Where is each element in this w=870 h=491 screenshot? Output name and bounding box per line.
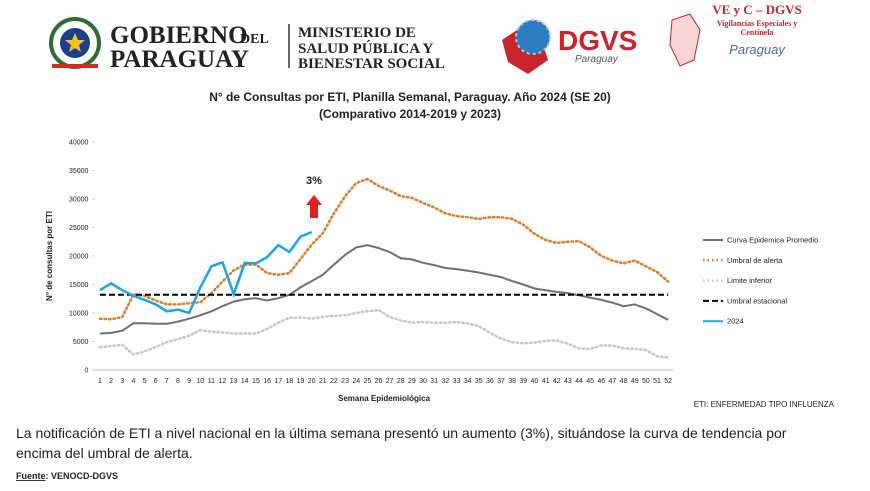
- series-line: [99, 230, 313, 315]
- x-tick-label: 1: [98, 378, 102, 385]
- annotation: 3%: [306, 175, 322, 187]
- x-tick-label: 17: [274, 378, 282, 385]
- x-tick-label: 48: [620, 378, 628, 385]
- x-tick-label: 36: [486, 378, 494, 385]
- x-tick-label: 24: [352, 378, 360, 385]
- y-tick-label: 0: [85, 368, 89, 375]
- chart-title: N° de Consultas por ETI, Planilla Semana…: [209, 90, 611, 104]
- dgvs-logo: [502, 19, 551, 74]
- x-tick-label: 32: [441, 378, 449, 385]
- x-tick-label: 19: [297, 378, 305, 385]
- x-tick-label: 9: [187, 378, 191, 385]
- x-tick-label: 39: [519, 378, 527, 385]
- x-tick-label: 21: [319, 378, 327, 385]
- x-axis-label: Semana Epidemiológica: [338, 394, 431, 403]
- y-tick-label: 10000: [69, 311, 89, 318]
- vec-sub: Paraguay: [729, 42, 786, 57]
- x-tick-label: 43: [564, 378, 572, 385]
- x-tick-label: 34: [464, 378, 472, 385]
- legend-label: 2024: [727, 317, 744, 326]
- x-tick-label: 2: [109, 378, 113, 385]
- y-tick-label: 15000: [69, 282, 89, 289]
- x-tick-label: 6: [154, 378, 158, 385]
- x-tick-label: 25: [363, 378, 371, 385]
- x-tick-label: 37: [497, 378, 505, 385]
- plot: 0 5000 10000 15000 20000 25000 30000 35000 40000…: [69, 140, 818, 386]
- ministry: MINISTERIO DE: [298, 25, 416, 41]
- x-tick-label: 8: [176, 378, 180, 385]
- y-axis-label: N° de consultas por ETI: [45, 211, 54, 301]
- y-tick-label: 30000: [69, 197, 89, 204]
- gov-emblem: [49, 17, 101, 69]
- vec-title: VE y C – DGVS: [712, 2, 802, 17]
- x-tick-label: 16: [263, 378, 271, 385]
- x-tick-label: 47: [609, 378, 617, 385]
- chart-subtitle: (Comparativo 2014-2019 y 2023): [319, 107, 501, 121]
- x-tick-label: 20: [308, 378, 316, 385]
- x-tick-label: 18: [285, 378, 293, 385]
- vec-line: Centinela: [741, 28, 774, 37]
- y-tick-label: 20000: [69, 254, 89, 261]
- x-tick-label: 45: [586, 378, 594, 385]
- x-tick-label: 44: [575, 378, 583, 385]
- source-value: : VENOCD-DGVS: [46, 471, 119, 481]
- body-text: La notificación de ETI a nivel nacional …: [16, 425, 787, 441]
- x-tick-label: 26: [375, 378, 383, 385]
- annotation-arrow: [306, 195, 322, 218]
- x-tick-label: 49: [631, 378, 639, 385]
- gov-name: GOBIERNO: [110, 22, 248, 49]
- x-tick-label: 51: [653, 378, 661, 385]
- x-tick-label: 46: [597, 378, 605, 385]
- x-tick-label: 30: [419, 378, 427, 385]
- series-line: [98, 177, 670, 321]
- vec-line: Vigilancias Especiales y: [717, 19, 798, 28]
- x-tick-label: 41: [542, 378, 550, 385]
- x-tick-label: 11: [208, 378, 215, 385]
- x-tick-label: 3: [120, 378, 124, 385]
- x-tick-label: 52: [664, 378, 672, 385]
- y-tick-label: 25000: [69, 225, 89, 232]
- x-tick-label: 7: [165, 378, 169, 385]
- y-tick-label: 40000: [69, 140, 89, 147]
- series-line: [98, 308, 670, 359]
- legend-label: Umbral de alerta: [727, 256, 783, 265]
- x-tick-label: 5: [143, 378, 147, 385]
- gov-name: PARAGUAY: [110, 46, 249, 73]
- note: ETI: ENFERMEDAD TIPO INFLUENZA: [694, 400, 835, 409]
- legend-label: Curva Epidemica Promedio: [727, 236, 818, 245]
- legend-label: Umbral estacional: [727, 296, 787, 305]
- ministry: BIENESTAR SOCIAL: [298, 56, 445, 72]
- x-tick-label: 27: [386, 378, 394, 385]
- x-tick-label: 22: [330, 378, 338, 385]
- x-tick-label: 35: [475, 378, 483, 385]
- x-tick-label: 40: [531, 378, 539, 385]
- x-tick-label: 33: [453, 378, 461, 385]
- x-tick-label: 23: [341, 378, 349, 385]
- x-tick-label: 50: [642, 378, 650, 385]
- source: Fuente: VENOCD-DGVS: [16, 471, 118, 481]
- source-label: Fuente: [16, 471, 46, 481]
- x-tick-label: 38: [508, 378, 516, 385]
- dgvs-title: DGVS: [558, 25, 637, 56]
- x-tick-label: 13: [230, 378, 238, 385]
- x-tick-label: 4: [131, 378, 135, 385]
- vec-logo: [669, 13, 701, 67]
- x-tick-label: 29: [408, 378, 416, 385]
- x-tick-label: 15: [252, 378, 260, 385]
- ministry: SALUD PÚBLICA Y: [298, 40, 433, 57]
- x-tick-label: 14: [241, 378, 249, 385]
- x-tick-label: 42: [553, 378, 561, 385]
- y-tick-label: 5000: [73, 339, 89, 346]
- x-tick-label: 12: [219, 378, 227, 385]
- x-tick-label: 31: [430, 378, 438, 385]
- legend-label: Limite inferior: [727, 276, 773, 285]
- gov-name: DEL: [240, 32, 269, 47]
- x-tick-label: 28: [397, 378, 405, 385]
- x-tick-label: 10: [196, 378, 204, 385]
- y-tick-label: 35000: [69, 168, 89, 175]
- dgvs-sub: Paraguay: [575, 54, 619, 65]
- body-text: encima del umbral de alerta.: [16, 445, 193, 461]
